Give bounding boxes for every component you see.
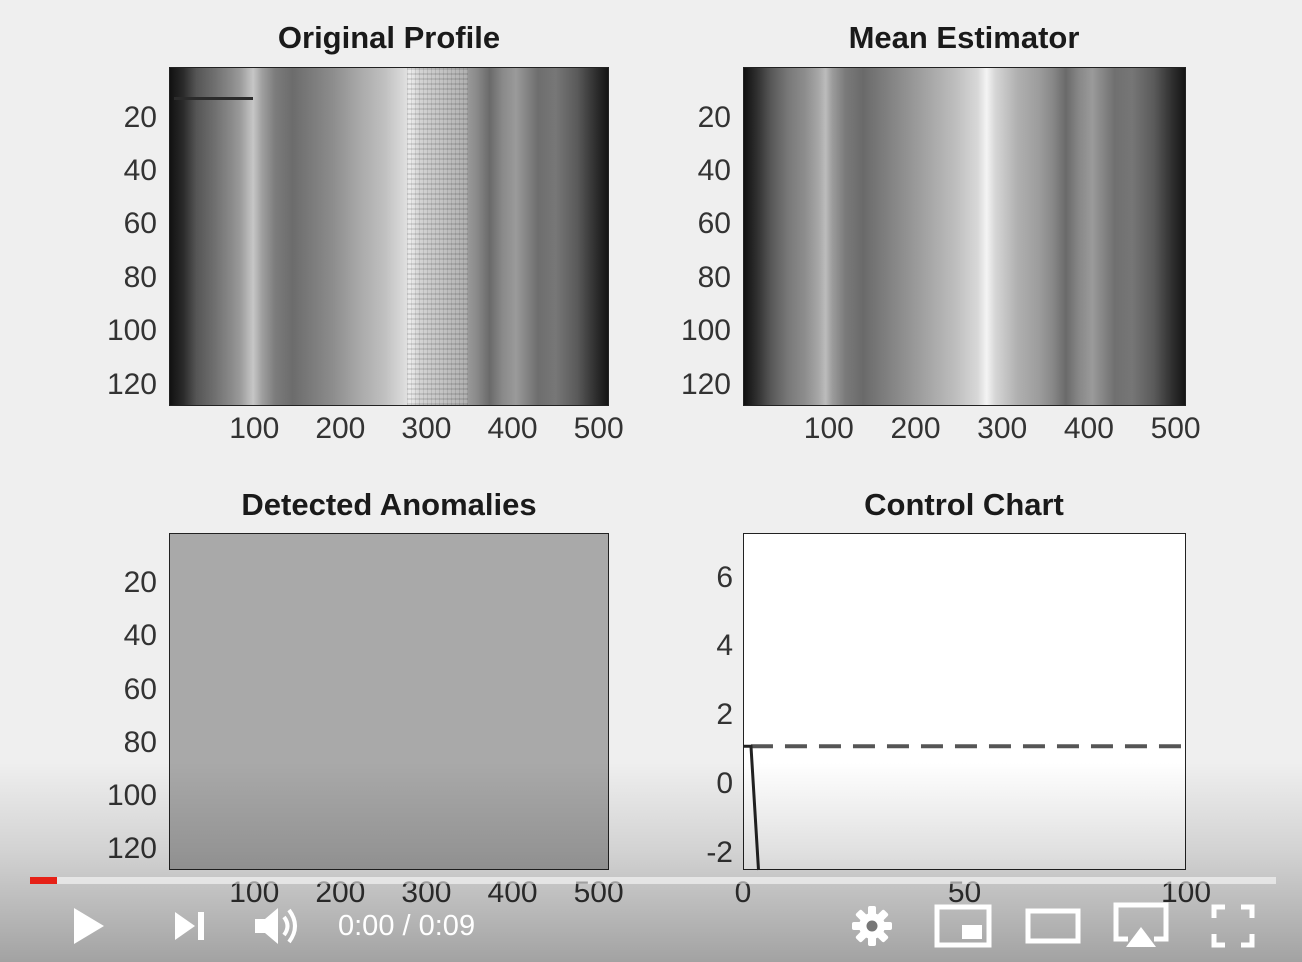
detected-anomalies-ytick: 120 [106,831,157,865]
original-profile-xtick: 200 [315,412,366,445]
time-total: 0:09 [418,910,476,942]
volume-icon [255,908,297,944]
play-icon [74,908,104,944]
mute-button[interactable] [248,890,308,962]
detected-anomalies-ytick: 60 [123,672,157,706]
control-chart-axes [743,533,1186,870]
detected-anomalies-ytick: 80 [123,725,157,759]
progress-played [30,877,58,884]
fullscreen-icon [1211,904,1255,948]
mean-estimator-xtick: 100 [803,412,854,445]
gear-icon [852,906,892,946]
control-chart-xtick: 0 [734,876,752,909]
mean-estimator-xtick: 400 [1063,412,1114,445]
control-chart-ytick: -2 [706,835,733,869]
original-profile-ytick: 20 [123,100,157,134]
control-chart-ytick: 0 [716,767,733,801]
theater-mode-icon [1025,908,1081,944]
plot-title-mean-estimator: Mean Estimator [848,20,1080,55]
mean-estimator-ytick: 20 [697,100,731,134]
control-chart-ytick: 4 [716,629,733,663]
mean-estimator-ytick: 80 [697,260,731,294]
mean-estimator-ytick: 100 [680,314,731,348]
detected-anomalies-ytick: 40 [123,619,157,653]
control-chart-series [743,744,761,871]
theater-mode-button[interactable] [1022,890,1084,962]
plot-title-original-profile: Original Profile [277,20,501,55]
plot-title-control-chart: Control Chart [864,487,1064,522]
next-button[interactable] [165,890,215,962]
settings-button[interactable] [846,890,898,962]
original-profile-xtick: 400 [487,412,538,445]
plot-title-detected-anomalies: Detected Anomalies [241,487,537,522]
detected-anomalies-ytick: 20 [123,566,157,600]
cast-icon [1113,902,1169,947]
control-chart-ytick: 2 [716,698,733,732]
detected-anomalies-image [169,533,609,870]
mean-estimator-ytick: 40 [697,154,731,188]
play-button[interactable] [60,890,116,962]
original-profile-image [169,67,609,406]
original-profile-ytick: 80 [123,260,157,294]
time-separator: / [394,910,419,942]
original-profile-ytick: 60 [123,207,157,241]
time-display: 0:00 / 0:09 [338,910,475,943]
progress-bar[interactable] [30,877,1276,884]
mean-estimator-ytick: 120 [680,367,731,401]
miniplayer-button[interactable] [932,890,994,962]
player-controls: 0:00 / 0:09 [0,890,1302,962]
skip-next-icon [175,912,204,940]
original-profile-ytick: 120 [106,367,157,401]
original-profile-xtick: 500 [573,412,624,445]
miniplayer-icon [934,904,992,948]
original-profile-ytick: 40 [123,154,157,188]
mean-estimator-ytick: 60 [697,207,731,241]
mean-estimator-xtick: 300 [977,412,1028,445]
original-profile-xtick: 300 [401,412,452,445]
original-profile-xtick: 100 [229,412,280,445]
time-current: 0:00 [338,910,395,942]
fullscreen-button[interactable] [1206,890,1260,962]
original-profile-ytick: 100 [106,314,157,348]
mean-estimator-image [743,67,1186,406]
mean-estimator-xtick: 200 [890,412,941,445]
mean-estimator-xtick: 500 [1150,412,1201,445]
control-chart-ytick: 6 [716,560,733,594]
detected-anomalies-ytick: 100 [106,778,157,812]
cast-button[interactable] [1110,890,1172,962]
